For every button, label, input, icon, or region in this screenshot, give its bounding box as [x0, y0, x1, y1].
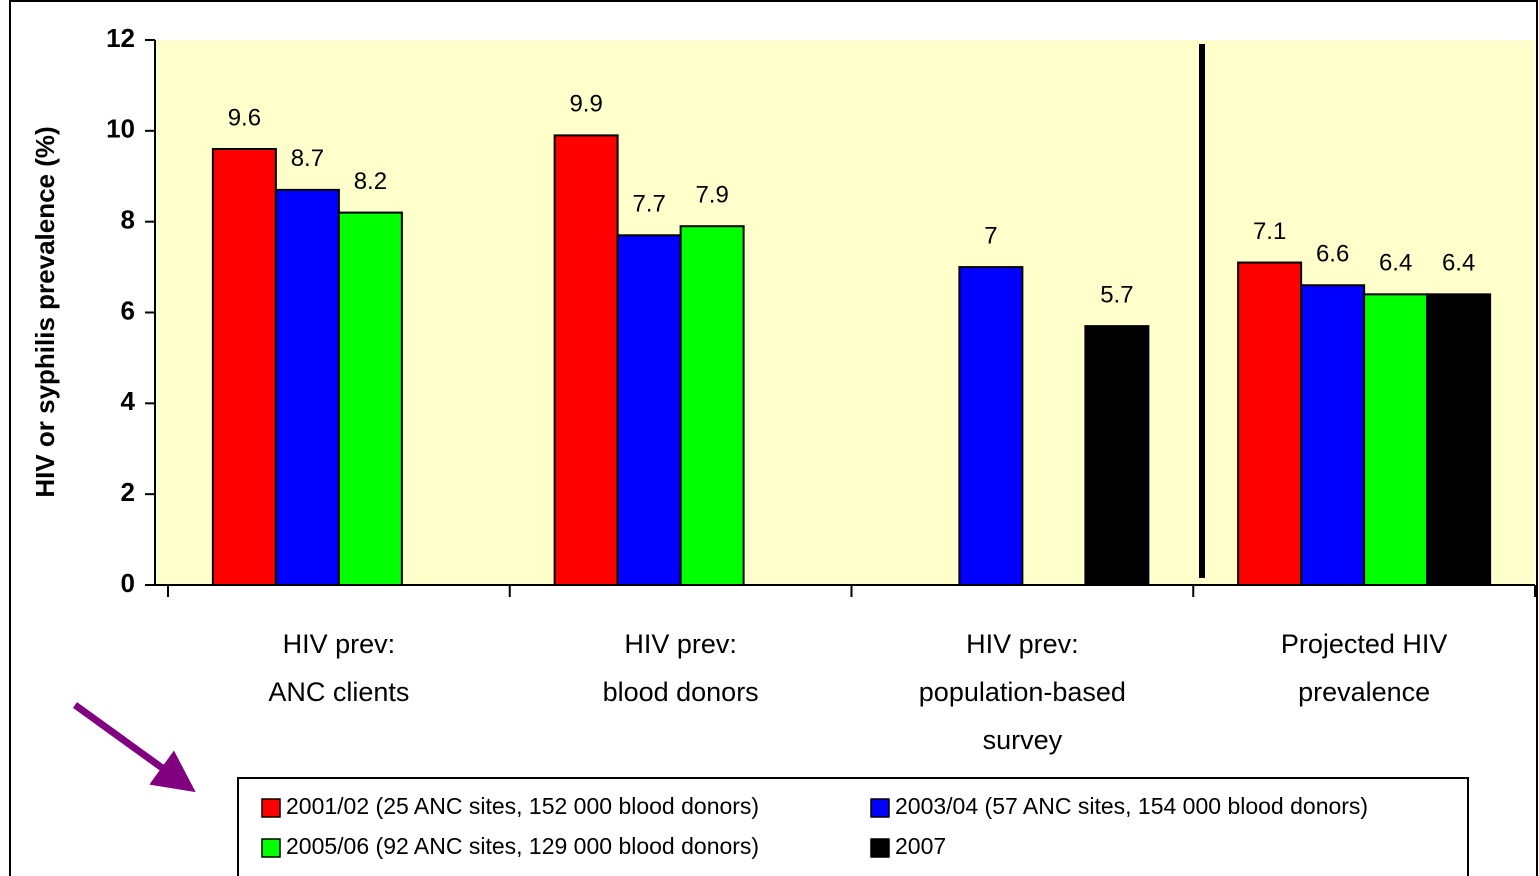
bar	[337, 211, 403, 586]
legend	[237, 777, 1469, 876]
legend-swatch	[870, 798, 890, 818]
y-tick-label: 12	[106, 23, 135, 53]
bar	[616, 234, 682, 587]
data-label: 5.7	[1100, 281, 1133, 308]
y-tick-label: 2	[121, 477, 135, 507]
y-tick-label: 4	[121, 386, 136, 416]
data-label: 8.7	[291, 145, 324, 172]
x-tick-label: HIV prev: blood donors	[602, 629, 759, 707]
bar	[1300, 284, 1366, 586]
legend-swatch	[261, 798, 281, 818]
bar	[553, 134, 619, 586]
y-tick-label: 10	[106, 114, 135, 144]
frame	[9, 0, 1538, 876]
legend-label: 2005/06 (92 ANC sites, 129 000 blood don…	[286, 833, 759, 859]
x-tick-label: Projected HIV prevalence	[1280, 629, 1448, 707]
bar	[1237, 261, 1303, 586]
data-label: 7	[984, 222, 997, 249]
arrow	[72, 702, 196, 793]
data-label: 7.7	[632, 191, 665, 218]
bar	[679, 225, 745, 586]
legend-label: 2007	[895, 833, 946, 859]
bar	[1363, 293, 1429, 586]
x-tick-label: HIV prev: ANC clients	[268, 629, 410, 707]
data-label: 6.4	[1379, 250, 1412, 277]
bar	[1426, 293, 1492, 586]
bar	[1084, 325, 1150, 586]
data-label: 8.2	[354, 168, 387, 195]
data-label: 6.4	[1442, 250, 1475, 277]
y-tick-label: 0	[121, 568, 135, 598]
x-tick-label: HIV prev: population-based survey	[918, 629, 1126, 755]
legend-swatch	[261, 838, 281, 858]
legend-label: 2003/04 (57 ANC sites, 154 000 blood don…	[895, 793, 1368, 819]
data-label: 9.6	[228, 104, 261, 131]
data-label: 6.6	[1316, 241, 1349, 268]
y-tick-label: 8	[121, 205, 135, 235]
y-tick-label: 6	[121, 295, 135, 325]
bar	[958, 266, 1024, 586]
bar	[211, 148, 277, 586]
legend-label: 2001/02 (25 ANC sites, 152 000 blood don…	[286, 793, 759, 819]
bar	[274, 188, 340, 586]
data-label: 9.9	[569, 91, 602, 118]
data-label: 7.1	[1253, 218, 1286, 245]
data-label: 7.9	[695, 182, 728, 209]
y-axis-title: HIV or syphilis prevalence (%)	[30, 126, 60, 497]
legend-swatch	[870, 838, 890, 858]
